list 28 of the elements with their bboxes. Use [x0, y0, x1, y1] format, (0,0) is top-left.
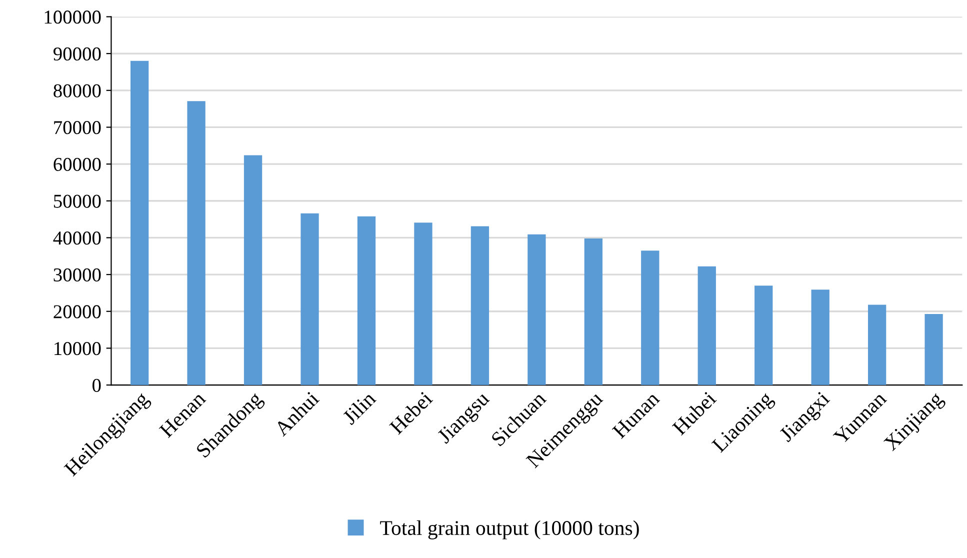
bar	[414, 222, 432, 386]
bar	[924, 314, 943, 386]
bar	[470, 226, 490, 386]
bar	[357, 216, 376, 386]
x-tick-label: Jilin	[341, 390, 377, 426]
y-tick-label: 100000	[44, 10, 101, 24]
y-tick-label: 0	[92, 378, 101, 392]
y-tick-label: 20000	[54, 305, 101, 318]
bar	[187, 101, 206, 386]
y-tick-label: 70000	[54, 121, 101, 134]
legend-label: Total grain output (10000 tons)	[380, 520, 639, 540]
bar	[868, 304, 886, 386]
bar	[528, 234, 546, 386]
bar	[811, 290, 830, 386]
bar	[244, 155, 262, 386]
y-tick-label: 10000	[54, 342, 101, 356]
bar	[584, 238, 602, 386]
y-tick-label: 40000	[53, 232, 101, 245]
y-tick-label: 80000	[54, 84, 101, 98]
bar	[300, 213, 319, 386]
y-tick-label: 90000	[54, 47, 101, 61]
y-tick-label: 30000	[54, 268, 101, 282]
bar	[641, 250, 660, 386]
y-tick-label: 50000	[54, 194, 101, 208]
bar	[698, 266, 716, 386]
y-tick-label: 60000	[54, 158, 101, 171]
bar	[754, 286, 773, 386]
bar	[130, 60, 149, 386]
